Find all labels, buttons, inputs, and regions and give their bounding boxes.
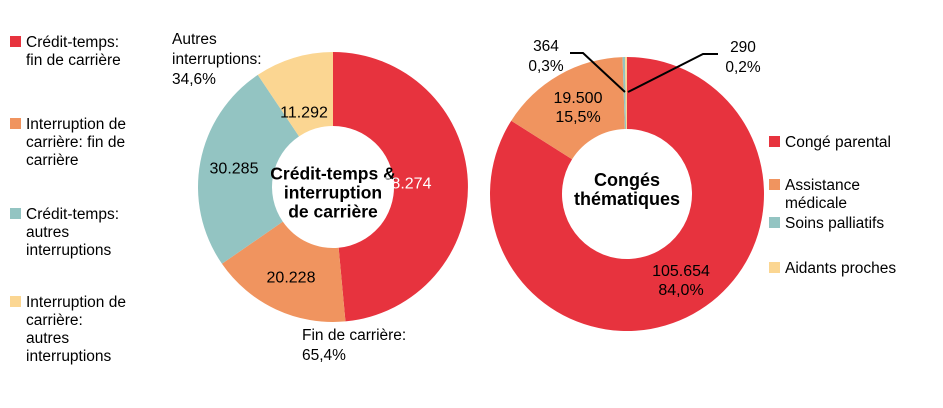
legend-label: Soins palliatifs [785,215,885,232]
legend-label: Interruption de carrière: fin de carrièr… [26,116,126,169]
annotation-autres-interruptions: Autres interruptions: 34,6% [172,31,262,88]
segment-label-credit-temps-fin: 58.274 [382,175,432,193]
segment-label-interruption-fin: 20.228 [266,269,316,287]
annotation-fin-de-carriere: Fin de carrière: 65,4% [302,327,407,364]
legend-label: Congé parental [785,134,891,151]
segment-label-conge-parental: 105.654 84,0% [652,263,710,299]
legend-label: Crédit-temps: autres interruptions [26,206,120,259]
donut-segment [197,74,300,264]
legend-label: Interruption de carrière: autres interru… [26,294,126,365]
legend-label: Crédit-temps: fin de carrière [26,34,121,69]
segment-label-credit-temps-autres: 30.285 [209,160,259,178]
legend-item-soins-palliatifs: Soins palliatifs [769,215,884,233]
legend-swatch [10,208,21,219]
legend-item-assistance-medicale: Assistance médicale [769,177,860,213]
donut-segment [490,57,765,331]
callout-label-soins-palliatifs: 364 0,3% [528,38,564,75]
donut-segment [333,52,468,322]
donut-segment [221,221,346,322]
donut-credit-temps [197,52,468,322]
legend-swatch [10,296,21,307]
donut-segment [257,52,333,137]
legend-swatch [769,179,780,190]
legend-swatch [769,136,780,147]
legend-item-interruption-autres: Interruption de carrière: autres interru… [10,294,126,366]
legend-item-aidants-proches: Aidants proches [769,260,896,278]
legend-label: Aidants proches [785,260,897,277]
legend-item-conge-parental: Congé parental [769,134,891,152]
legend-item-credit-temps-autres: Crédit-temps: autres interruptions [10,206,119,260]
legend-swatch [10,118,21,129]
legend-item-interruption-fin: Interruption de carrière: fin de carrièr… [10,116,126,170]
donut-center-title-conges: Congés thématiques [573,170,681,209]
legend-swatch [769,262,780,273]
callout-label-aidants-proches: 290 0,2% [725,39,761,76]
legend-label: Assistance médicale [785,177,860,212]
donut-center-title-credit-temps: Crédit-temps & interruption de carrière [270,163,396,222]
segment-label-assistance-medicale: 19.500 15,5% [553,90,603,126]
legend-swatch [769,217,780,228]
segment-label-interruption-autres: 11.292 [280,104,328,122]
legend-item-credit-temps-fin: Crédit-temps: fin de carrière [10,34,121,70]
legend-swatch [10,36,21,47]
